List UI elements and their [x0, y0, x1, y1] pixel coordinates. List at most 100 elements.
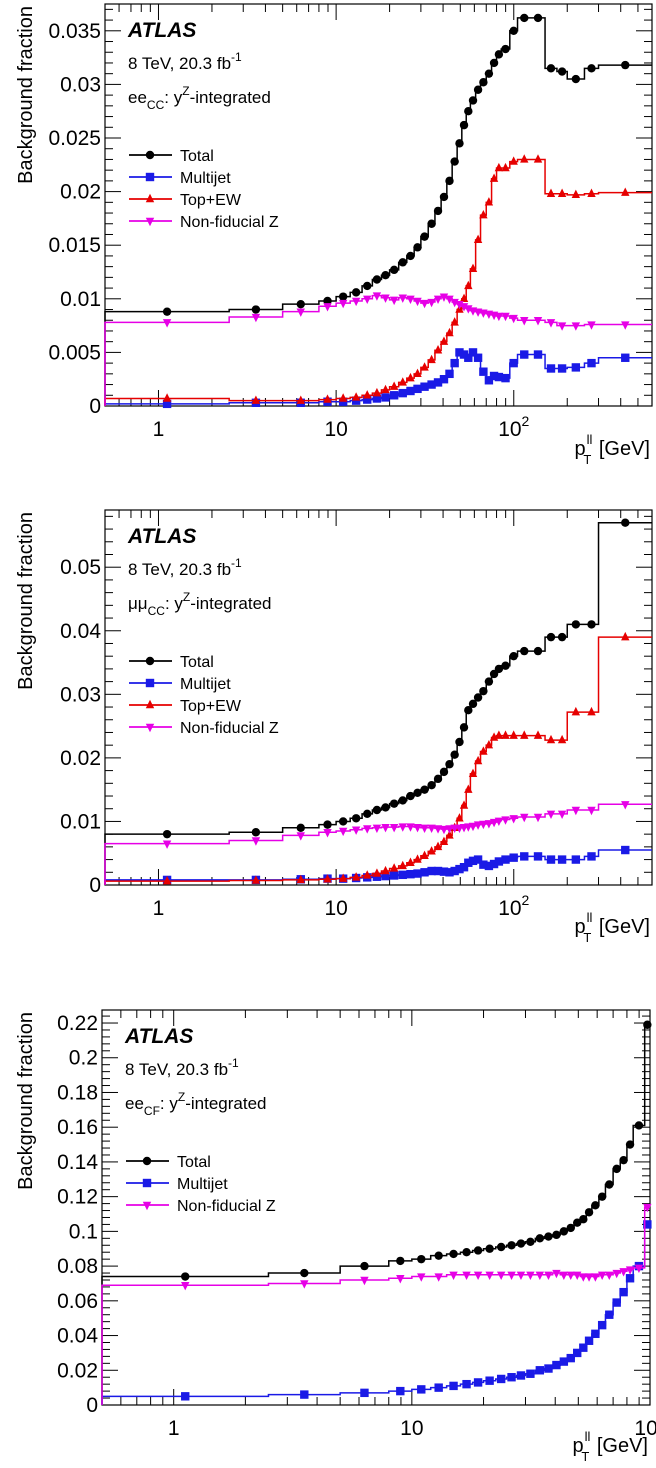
- y-tick-label: 0.06: [57, 1290, 98, 1313]
- data-point: [338, 817, 348, 826]
- data-point: [612, 1298, 621, 1307]
- data-point: [338, 292, 348, 301]
- data-point: [520, 852, 529, 861]
- data-point: [445, 868, 454, 877]
- legend-label: Multijet: [177, 1176, 228, 1193]
- data-point: [473, 1246, 483, 1255]
- data-point: [251, 305, 261, 314]
- chart-panel-mumu-cc: 0 0.01 0.02 0.03 0.04 0.05 1 10 102 Background fr…: [15, 509, 653, 945]
- data-point: [571, 363, 581, 372]
- data-point: [559, 1357, 569, 1366]
- legend-entry: Multijet: [126, 1176, 228, 1193]
- data-point: [389, 296, 399, 306]
- data-point: [351, 288, 361, 297]
- data-point: [494, 857, 504, 866]
- data-point: [584, 1273, 594, 1282]
- y-tick-label: 0.005: [48, 341, 101, 364]
- data-point: [533, 154, 543, 163]
- data-point: [372, 292, 382, 301]
- data-point: [509, 651, 518, 661]
- data-point: [587, 620, 596, 629]
- data-point: [501, 661, 510, 670]
- data-point: [501, 373, 510, 383]
- legend-marker: [142, 1156, 152, 1166]
- series-line-non-fiducial-z: [101, 1206, 650, 1405]
- data-point: [445, 176, 454, 186]
- legend-label: Total: [177, 1154, 211, 1171]
- data-point: [479, 820, 488, 830]
- data-point: [338, 873, 348, 882]
- data-point: [351, 872, 361, 881]
- data-point: [468, 822, 478, 832]
- data-point: [634, 1264, 644, 1274]
- data-point: [484, 376, 494, 385]
- data-point: [427, 824, 436, 833]
- series-line-total: [104, 17, 652, 406]
- legend-entry: Top+EW: [129, 698, 242, 715]
- data-point: [484, 861, 494, 871]
- data-point: [496, 1374, 506, 1384]
- data-point: [571, 189, 581, 199]
- channel-label: eeCC: yZ-integrated: [128, 84, 271, 112]
- data-point: [544, 1232, 553, 1241]
- data-point: [520, 13, 529, 23]
- legend-label: Top+EW: [180, 698, 242, 715]
- x-tick-label: 10: [324, 897, 347, 920]
- data-point: [625, 1274, 635, 1283]
- data-point: [579, 1215, 588, 1224]
- legend-marker: [145, 172, 155, 182]
- y-tick-label: 0.02: [60, 747, 101, 770]
- data-point: [433, 345, 443, 354]
- x-tick-label: 1: [153, 897, 165, 920]
- data-point: [413, 243, 422, 252]
- data-point: [439, 192, 449, 202]
- data-point: [473, 855, 483, 864]
- series-line-top-ew: [104, 158, 652, 406]
- data-point: [406, 823, 415, 832]
- data-point: [439, 836, 449, 845]
- data-point: [509, 156, 518, 165]
- data-point: [484, 677, 494, 686]
- data-point: [406, 295, 415, 304]
- data-point: [479, 78, 488, 87]
- data-point: [485, 1376, 494, 1385]
- data-point: [462, 1248, 471, 1257]
- data-point: [381, 294, 390, 303]
- channel-label: μμCC: yZ-integrated: [128, 590, 272, 618]
- legend-marker: [145, 699, 155, 709]
- data-point: [507, 1241, 516, 1250]
- data-point: [398, 377, 407, 386]
- data-point: [520, 730, 529, 739]
- y-tick-label: 0.035: [48, 20, 101, 43]
- data-point: [591, 1201, 600, 1210]
- data-point: [372, 394, 382, 403]
- data-point: [573, 1348, 582, 1358]
- data-point: [473, 1271, 483, 1280]
- data-point: [300, 1280, 309, 1289]
- data-point: [360, 1261, 369, 1271]
- legend-label: Total: [180, 148, 214, 165]
- data-point: [372, 275, 382, 284]
- data-point: [398, 258, 407, 267]
- data-point: [509, 853, 518, 862]
- data-point: [427, 354, 436, 364]
- data-point: [464, 706, 473, 715]
- data-point: [479, 686, 488, 696]
- data-point: [427, 298, 436, 308]
- data-point: [587, 806, 596, 816]
- data-point: [612, 1269, 621, 1279]
- data-point: [557, 810, 567, 820]
- data-point: [360, 1276, 369, 1286]
- data-point: [338, 393, 348, 402]
- data-point: [459, 120, 469, 130]
- data-point: [433, 295, 443, 304]
- data-point: [621, 845, 630, 855]
- legend-marker: [145, 150, 155, 160]
- data-point: [468, 699, 478, 709]
- data-point: [433, 206, 443, 216]
- data-point: [546, 734, 556, 744]
- y-tick-label: 0.2: [69, 1047, 98, 1070]
- data-point: [427, 846, 436, 855]
- data-point: [406, 791, 415, 801]
- data-point: [417, 1273, 426, 1282]
